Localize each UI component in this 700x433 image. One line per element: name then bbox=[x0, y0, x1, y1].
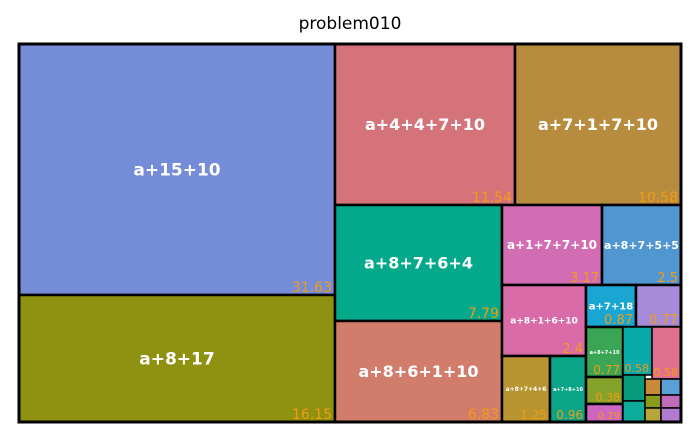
treemap-tile bbox=[622, 400, 646, 423]
tile-label: a+1+7+7+10 bbox=[507, 238, 597, 252]
treemap-tile bbox=[600, 203, 683, 287]
tile-value: 2.5 bbox=[657, 271, 678, 286]
treemap-tile bbox=[644, 407, 662, 423]
tile-label: a+8+6+1+10 bbox=[358, 362, 478, 381]
treemap-tile bbox=[333, 203, 504, 323]
tile-label: a+8+7+4+6 bbox=[506, 386, 547, 393]
tile-label: a+8+7+10 bbox=[590, 350, 620, 356]
tile-value: 6.83 bbox=[468, 407, 499, 423]
treemap-tile bbox=[644, 378, 662, 396]
treemap-tile bbox=[584, 375, 625, 406]
treemap-tile bbox=[660, 378, 682, 396]
tile-value: 11.54 bbox=[472, 190, 512, 206]
tile-label: a+8+17 bbox=[139, 349, 214, 369]
tile-label: a+8+7+5+5 bbox=[604, 239, 679, 252]
treemap-tile bbox=[333, 319, 504, 424]
tile-value: 0.77 bbox=[649, 313, 678, 328]
tile-value: 0.58 bbox=[625, 362, 650, 375]
tile-value: 0.58 bbox=[654, 366, 679, 379]
treemap-tile bbox=[622, 326, 653, 376]
treemap-tile bbox=[622, 374, 646, 402]
tile-value: 0.96 bbox=[556, 408, 583, 422]
tile-value: 0.87 bbox=[604, 313, 633, 328]
tile-value: 3.17 bbox=[570, 271, 599, 286]
tile-label: a+4+4+7+10 bbox=[365, 115, 485, 134]
treemap-tile bbox=[500, 354, 552, 424]
treemap-tile bbox=[333, 42, 517, 207]
tile-label: a+7+8+10 bbox=[553, 387, 583, 393]
treemap-tile bbox=[644, 394, 662, 409]
tile-value: 0.77 bbox=[593, 363, 620, 377]
tile-value: 10.58 bbox=[638, 190, 678, 206]
tile-label: a+15+10 bbox=[133, 160, 220, 180]
treemap-tile bbox=[500, 203, 604, 287]
treemap-tile bbox=[660, 394, 682, 409]
tile-value: 0.29 bbox=[598, 411, 620, 422]
tile-value: 1.25 bbox=[520, 408, 547, 422]
tile-value: 0.38 bbox=[596, 391, 621, 404]
plot-border bbox=[17, 42, 683, 424]
tile-value: 16.15 bbox=[292, 407, 332, 423]
tile-value: 2.4 bbox=[562, 342, 583, 357]
tile-label: a+8+7+6+4 bbox=[364, 254, 473, 273]
chart-title: problem010 bbox=[298, 14, 402, 34]
treemap-tile bbox=[660, 407, 682, 423]
tile-value: 31.63 bbox=[292, 280, 332, 296]
tile-label: a+7+1+7+10 bbox=[538, 115, 658, 134]
treemap-tile bbox=[651, 326, 682, 380]
treemap-tile bbox=[548, 354, 588, 424]
tile-label: a+8+1+6+10 bbox=[510, 317, 578, 327]
treemap-tile bbox=[584, 283, 638, 329]
tile-label: a+7+18 bbox=[589, 302, 633, 313]
tile-value: 7.79 bbox=[468, 306, 499, 322]
treemap-tile bbox=[500, 283, 588, 358]
